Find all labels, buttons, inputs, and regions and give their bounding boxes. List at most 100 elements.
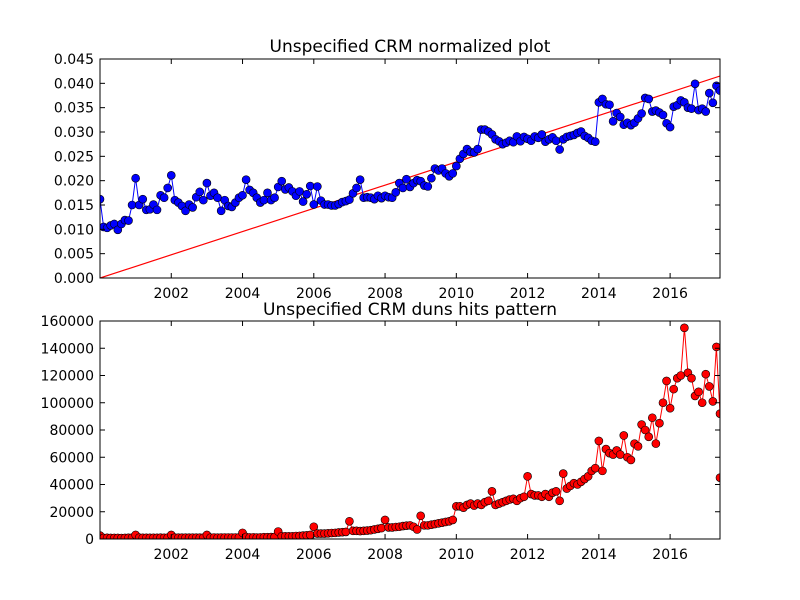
normalized-ytick-label: 0.045 (54, 52, 94, 68)
duns-hits-data-point (416, 511, 425, 521)
duns-hits-data-point (523, 472, 532, 481)
duns-hits-data-point (665, 403, 675, 413)
normalized-data-point (427, 173, 436, 183)
normalized-data-point (644, 94, 654, 104)
normalized-data-point (687, 104, 696, 113)
duns-hits-data-point (484, 496, 493, 506)
duns-hits-xtick-label: 2002 (153, 547, 189, 563)
normalized-data-point (473, 144, 483, 154)
normalized-data-point (305, 181, 315, 191)
normalized-data-point (298, 197, 308, 206)
normalized-axes-frame (99, 58, 721, 279)
normalized-data-point (163, 183, 173, 193)
duns-hits-ytick-label: 0 (85, 532, 94, 548)
normalized-ytick-label: 0.030 (54, 125, 94, 141)
normalized-data-point (277, 176, 287, 186)
duns-hits-data-point (305, 530, 315, 539)
normalized-data-point (715, 86, 720, 95)
normalized-xtick-label: 2010 (439, 286, 475, 302)
duns-hits-data-point (644, 432, 654, 442)
duns-hits-data-point (680, 323, 689, 333)
duns-hits-data-point (377, 523, 386, 533)
duns-hits-data-point (341, 527, 351, 537)
normalized-data-point (352, 183, 361, 193)
normalized-ytick-label: 0.025 (54, 149, 94, 165)
normalized-ytick-label: 0.020 (54, 174, 94, 190)
duns-hits-ytick-label: 80000 (49, 423, 94, 439)
duns-hits-data-point (640, 425, 650, 435)
normalized-data-point (590, 137, 600, 147)
duns-hits-data-point (669, 384, 678, 394)
normalized-ytick-label: 0.040 (54, 76, 94, 92)
normalized-data-point (705, 88, 714, 98)
duns-hits-data-point (594, 436, 604, 446)
normalized-data-point (259, 195, 269, 205)
normalized-data-point (213, 193, 222, 202)
normalized-data-point (199, 195, 208, 205)
normalized-data-point (605, 100, 614, 110)
normalized-data-point (302, 189, 311, 199)
normalized-data-point (665, 122, 675, 132)
normalized-plot-area (100, 75, 720, 278)
normalized-xtick-label: 2008 (367, 286, 403, 302)
normalized-data-point (241, 175, 251, 184)
normalized-ytick-label: 0.000 (54, 271, 94, 287)
duns-hits-data-point (715, 409, 720, 418)
duns-hits-data-point (380, 515, 390, 525)
duns-hits-xtick-label: 2010 (439, 547, 475, 563)
duns-hits-data-point (647, 413, 657, 423)
normalized-data-point (195, 187, 205, 197)
duns-hits-y-axis: 0 20000 40000 60000 80000 100000 120000 140000 1… (41, 314, 720, 548)
normalized-chart-title: Unspecified CRM normalized plot (270, 37, 551, 57)
normalized-xtick-label: 2016 (652, 286, 688, 302)
duns-hits-chart-title: Unspecified CRM duns hits pattern (263, 300, 557, 320)
normalized-ytick-label: 0.010 (54, 222, 94, 238)
normalized-data-point (615, 112, 625, 122)
duns-hits-data-point (655, 418, 664, 428)
duns-hits-data-point (555, 496, 564, 506)
duns-hits-series-group (100, 323, 720, 539)
duns-hits-data-point (658, 398, 668, 408)
normalized-x-axis: 2002 2004 2006 2008 2010 2012 2014 2016 (153, 59, 688, 302)
normalized-data-point (166, 171, 176, 180)
normalized-data-point (270, 193, 279, 202)
normalized-data-point (551, 136, 561, 146)
normalized-data-point (138, 194, 148, 204)
normalized-ytick-label: 0.035 (54, 101, 94, 117)
normalized-data-point (131, 173, 140, 183)
normalized-data-point (452, 161, 461, 171)
normalized-data-point (313, 182, 322, 191)
normalized-data-point (637, 109, 646, 118)
normalized-data-point (708, 98, 718, 108)
normalized-data-point (309, 200, 319, 209)
duns-hits-ytick-label: 40000 (49, 478, 94, 494)
normalized-xtick-label: 2006 (296, 286, 332, 302)
normalized-xtick-label: 2004 (225, 286, 261, 302)
duns-hits-ytick-label: 100000 (41, 396, 94, 412)
normalized-ytick-label: 0.015 (54, 198, 94, 214)
normalized-data-point (124, 216, 133, 225)
duns-hits-ytick-label: 140000 (41, 341, 94, 357)
duns-hits-data-point (715, 473, 720, 482)
normalized-data-point (263, 188, 272, 198)
duns-hits-data-point (708, 397, 718, 406)
normalized-data-point (448, 169, 458, 178)
normalized-data-point (216, 206, 226, 216)
duns-hits-data-point (712, 342, 720, 352)
normalized-xtick-label: 2002 (153, 286, 189, 302)
duns-hits-data-point (633, 442, 643, 451)
duns-hits-plot-area (100, 323, 720, 539)
duns-hits-data-point (694, 387, 703, 397)
normalized-data-point (537, 130, 547, 139)
duns-hits-xtick-label: 2012 (510, 547, 546, 563)
duns-hits-data-point (598, 466, 607, 476)
normalized-data-point (127, 200, 137, 210)
duns-hits-xtick-label: 2014 (581, 547, 617, 563)
normalized-ytick-label: 0.005 (54, 247, 94, 263)
normalized-xtick-label: 2012 (510, 286, 546, 302)
duns-hits-data-point (345, 516, 354, 526)
normalized-chart: Unspecified CRM normalized plot 0.000 0.0… (54, 37, 721, 302)
duns-hits-data-point (651, 439, 661, 448)
duns-hits-ytick-label: 120000 (41, 369, 94, 385)
